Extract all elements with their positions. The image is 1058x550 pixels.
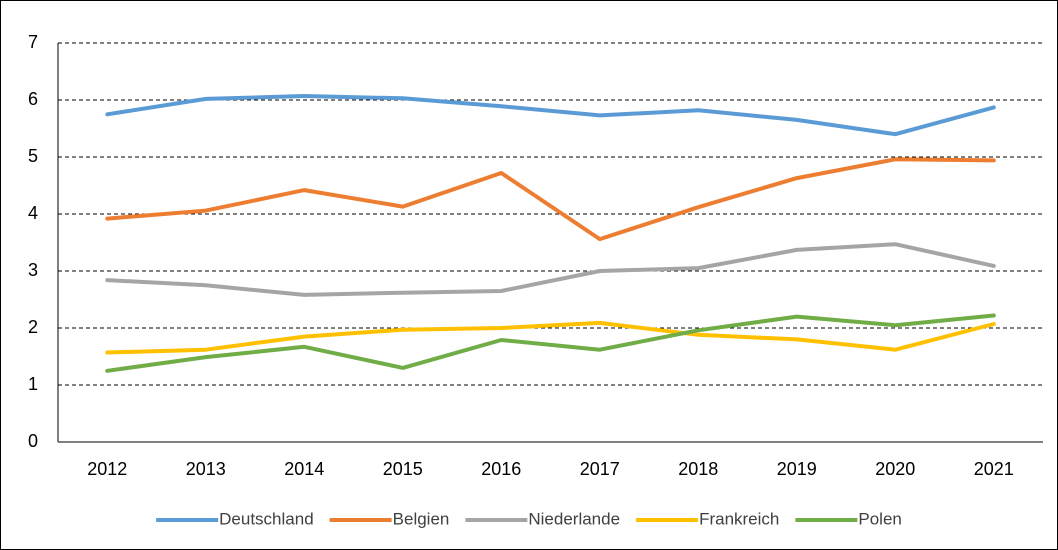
y-tick-label: 5 [28,146,38,166]
x-tick-label: 2019 [777,459,817,479]
y-tick-label: 6 [28,89,38,109]
y-tick-label: 7 [28,32,38,52]
legend-item: Deutschland [156,509,314,528]
legend-label: Belgien [393,509,450,528]
x-tick-label: 2021 [974,459,1014,479]
x-tick-label: 2014 [284,459,324,479]
x-tick-label: 2015 [383,459,423,479]
legend-label: Niederlande [528,509,620,528]
series-line [105,157,996,242]
legend-label: Deutschland [219,509,314,528]
series-line [105,313,996,373]
x-tick-label: 2016 [481,459,521,479]
series-line [105,94,996,137]
y-tick-label: 1 [28,374,38,394]
legend-label: Frankreich [699,509,779,528]
x-tick-label: 2020 [875,459,915,479]
series-line [105,242,996,297]
y-tick-label: 3 [28,260,38,280]
legend-item: Niederlande [465,509,620,528]
legend-item: Belgien [329,509,450,528]
legend-item: Polen [795,509,902,528]
x-tick-label: 2017 [580,459,620,479]
y-tick-label: 0 [28,431,38,451]
legend-label: Polen [858,509,901,528]
y-tick-label: 2 [28,317,38,337]
x-tick-label: 2012 [87,459,127,479]
x-tick-label: 2013 [186,459,226,479]
series-line [105,320,996,355]
y-tick-label: 4 [28,203,38,223]
legend-item: Frankreich [636,509,779,528]
x-tick-label: 2018 [678,459,718,479]
